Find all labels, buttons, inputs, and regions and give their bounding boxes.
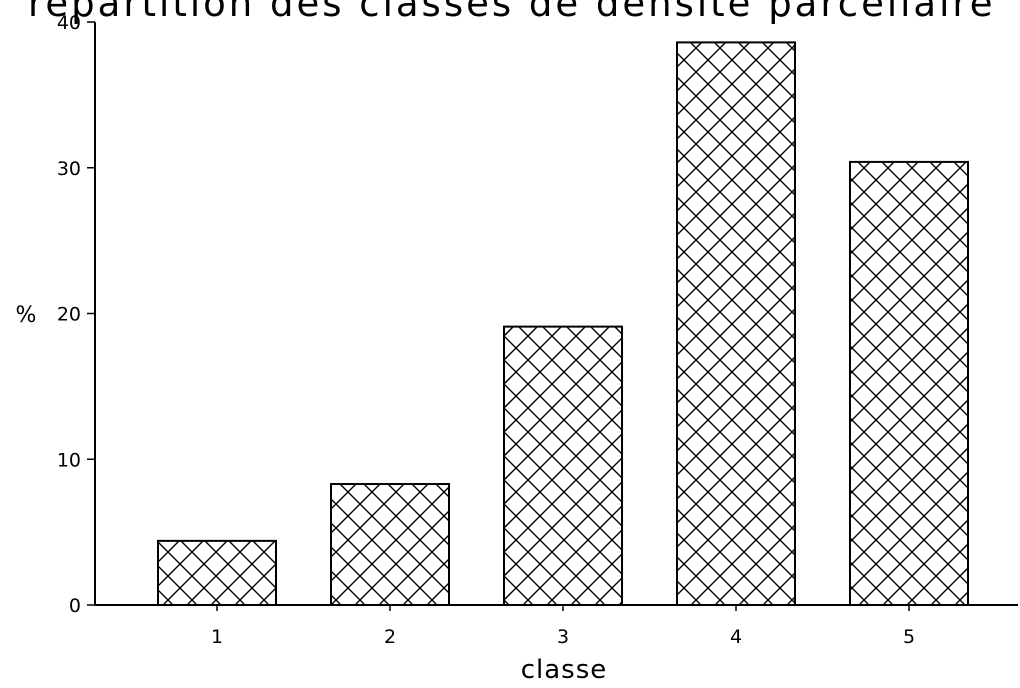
x-tick-label: 1 xyxy=(211,626,223,648)
y-tick-label: 40 xyxy=(57,12,81,34)
bar-5 xyxy=(849,160,969,606)
x-axis-label: classe xyxy=(521,655,608,685)
y-tick-label: 30 xyxy=(57,158,81,180)
bar-3 xyxy=(503,325,623,606)
y-tick-label: 0 xyxy=(69,595,81,617)
x-tick-label: 5 xyxy=(903,626,915,648)
bar-4 xyxy=(676,41,796,606)
y-tick-label: 20 xyxy=(57,304,81,326)
chart-title: répartition des classes de densité parce… xyxy=(28,0,996,25)
x-tick-label: 4 xyxy=(730,626,742,648)
y-tick-label: 10 xyxy=(57,449,81,471)
bar-2 xyxy=(330,483,450,606)
x-tick-label: 2 xyxy=(384,626,396,648)
x-tick-label: 3 xyxy=(557,626,569,648)
y-axis-label: % xyxy=(16,303,37,328)
bar-1 xyxy=(157,539,277,606)
